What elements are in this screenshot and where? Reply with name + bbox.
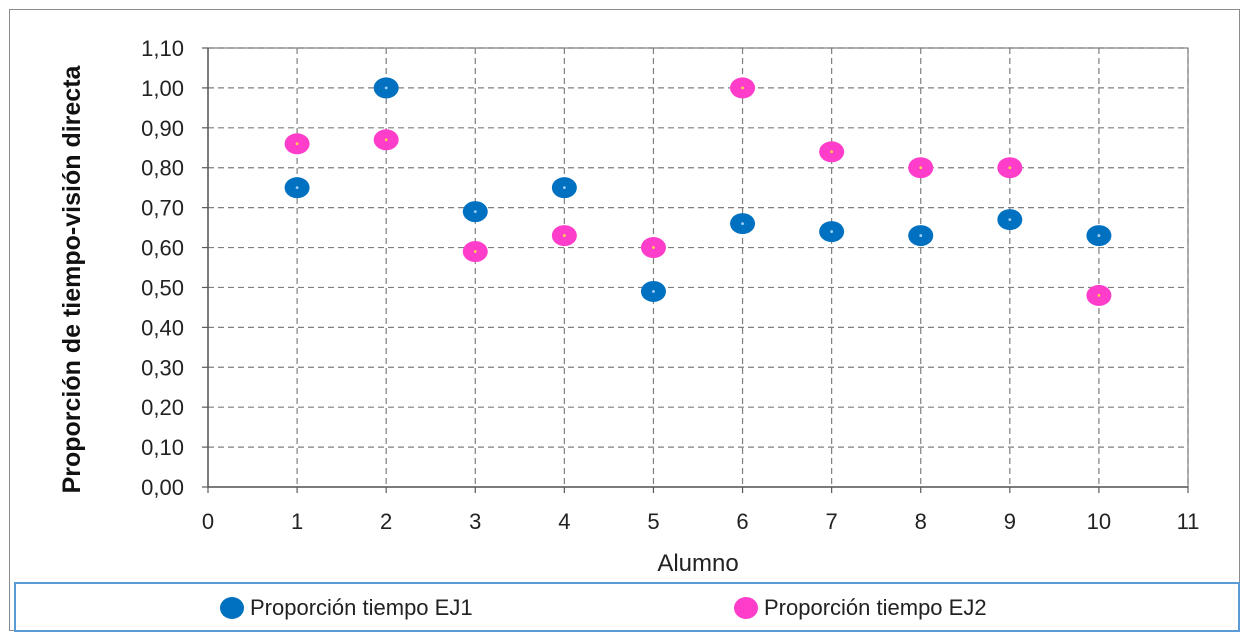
x-tick-label: 7 — [826, 509, 838, 534]
x-tick-label: 0 — [202, 509, 214, 534]
data-point-center-ej1 — [652, 290, 655, 293]
x-tick-label: 6 — [736, 509, 748, 534]
data-point-center-ej1 — [1008, 218, 1012, 222]
y-tick-label: 0,80 — [141, 156, 184, 181]
data-point-center-ej1 — [1097, 234, 1101, 237]
y-tick-label: 0,60 — [141, 236, 184, 261]
data-point-center-ej2 — [919, 166, 923, 170]
data-point-center-ej2 — [652, 246, 655, 249]
x-tick-label: 3 — [469, 509, 481, 534]
chart-legend: Proporción tiempo EJ1 Proporción tiempo … — [14, 582, 1240, 632]
x-tick-label: 1 — [291, 509, 303, 534]
y-tick-label: 0,30 — [141, 355, 184, 380]
data-point-center-ej1 — [830, 230, 834, 233]
data-point-center-ej2 — [384, 138, 388, 142]
x-tick-label: 9 — [1004, 509, 1016, 534]
legend-marker-ej1 — [220, 597, 244, 619]
legend-item-ej2: Proporción tiempo EJ2 — [734, 595, 987, 621]
legend-item-ej1: Proporción tiempo EJ1 — [220, 595, 473, 621]
x-tick-label: 8 — [915, 509, 927, 534]
y-tick-label: 0,90 — [141, 116, 184, 141]
x-tick-label: 10 — [1087, 509, 1111, 534]
data-point-center-ej2 — [473, 250, 477, 253]
y-tick-label: 1,10 — [141, 36, 184, 61]
x-tick-label: 11 — [1177, 509, 1200, 534]
chart-frame — [9, 9, 1240, 631]
data-point-center-ej1 — [919, 234, 923, 237]
data-point-center-ej2 — [830, 150, 834, 154]
data-point-center-ej2 — [295, 142, 299, 146]
legend-label-ej1: Proporción tiempo EJ1 — [250, 595, 473, 620]
data-point-center-ej1 — [384, 86, 388, 90]
y-tick-label: 0,50 — [141, 275, 184, 300]
x-tick-label: 5 — [647, 509, 659, 534]
data-point-center-ej1 — [295, 186, 299, 190]
data-point-center-ej2 — [562, 234, 566, 237]
x-tick-label: 4 — [558, 509, 570, 534]
y-tick-label: 0,20 — [141, 395, 184, 420]
legend-marker-ej2 — [734, 597, 758, 619]
x-axis-title: Alumno — [657, 550, 738, 577]
y-axis-title: Proporción de tiempo-visión directa — [58, 64, 86, 493]
data-point-center-ej1 — [562, 186, 566, 190]
y-tick-label: 0,40 — [141, 315, 184, 340]
legend-label-ej2: Proporción tiempo EJ2 — [764, 595, 987, 620]
y-tick-label: 0,70 — [141, 196, 184, 221]
y-tick-label: 0,00 — [141, 475, 184, 500]
y-tick-label: 0,10 — [141, 435, 184, 460]
plot-area-border — [207, 47, 1189, 488]
data-point-center-ej2 — [1008, 166, 1012, 170]
y-tick-label: 1,00 — [141, 76, 184, 101]
data-point-center-ej2 — [1097, 294, 1101, 297]
data-point-center-ej2 — [741, 86, 744, 90]
x-tick-label: 2 — [380, 509, 392, 534]
data-point-center-ej1 — [473, 210, 477, 214]
data-point-center-ej1 — [741, 222, 744, 226]
